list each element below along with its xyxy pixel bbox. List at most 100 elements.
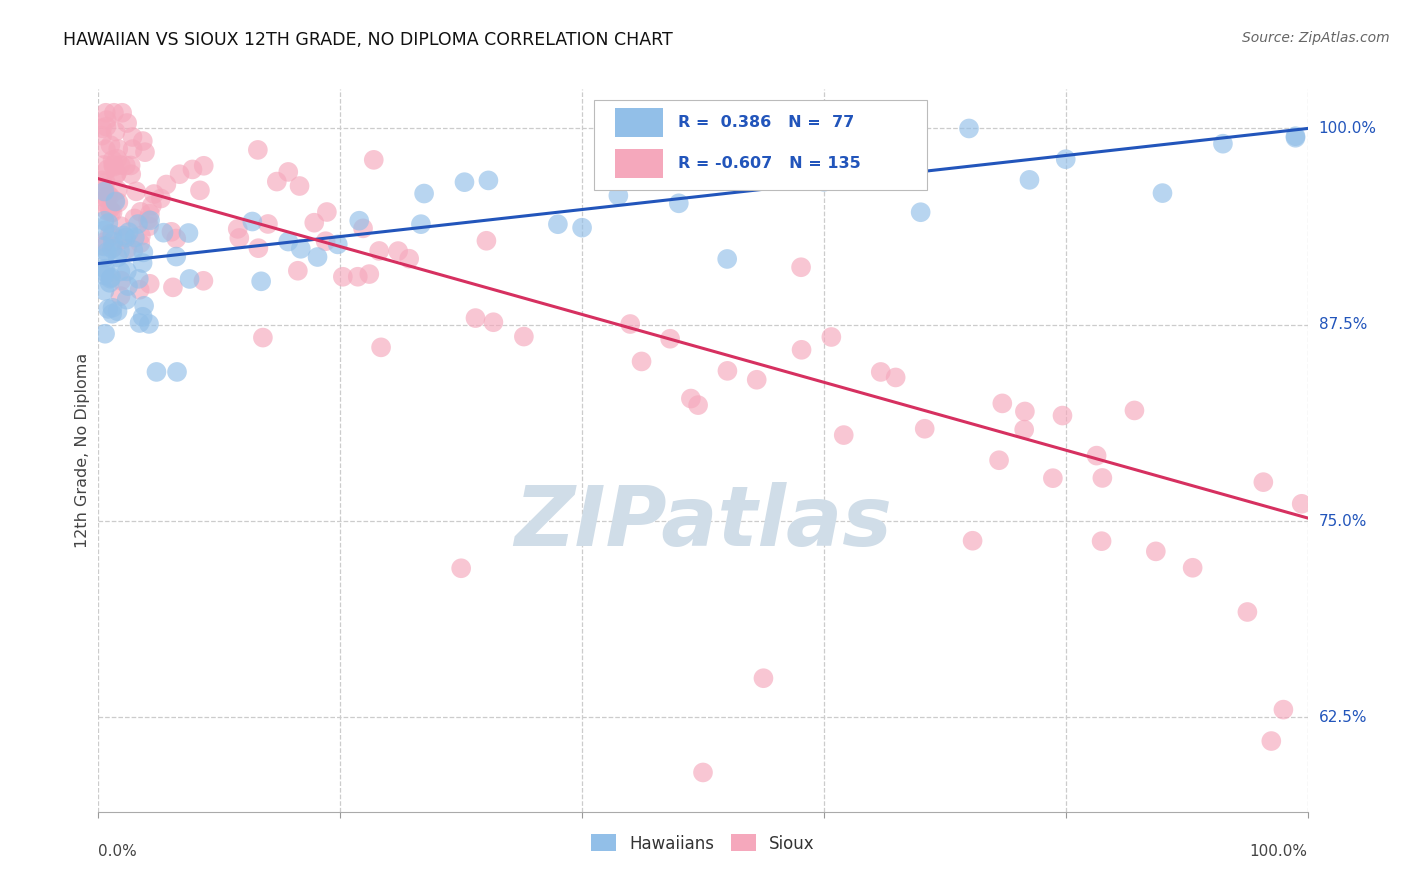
Point [349,213,371,227]
Point [152,226,174,240]
Point [103,105,125,120]
Point [142,186,165,201]
Point [93,158,115,172]
Point [247,241,270,255]
Point [98,227,121,241]
Point [277,235,299,249]
Point [121,130,143,145]
Point [1018,173,1040,187]
Point [100,138,122,153]
Point [132,134,155,148]
Point [166,365,188,379]
Point [112,228,135,243]
Point [100,205,122,219]
Point [1085,449,1108,463]
Point [97,216,120,230]
Legend: Hawaiians, Sioux: Hawaiians, Sioux [591,834,815,853]
Point [94,326,117,341]
Point [820,330,842,344]
Point [914,422,936,436]
Point [1091,471,1114,485]
Point [1291,497,1313,511]
Text: 0.0%: 0.0% [98,844,138,859]
Point [93,190,115,204]
Point [103,160,125,174]
Point [257,217,280,231]
Point [132,245,155,260]
Point [160,225,183,239]
Point [115,264,138,278]
Point [93,265,115,279]
Point [1052,409,1074,423]
Point [98,276,121,290]
Point [128,283,150,297]
Point [1253,475,1275,490]
Point [290,242,312,256]
Point [688,398,710,412]
Point [288,179,311,194]
Point [326,237,349,252]
Point [104,194,127,208]
Point [94,105,117,120]
Point [450,561,472,575]
Point [398,252,420,266]
Point [93,235,115,249]
Point [97,188,120,202]
Point [128,316,150,330]
Point [111,105,134,120]
Point [149,192,172,206]
Point [193,274,215,288]
Point [104,194,127,209]
Point [315,205,337,219]
Point [1152,186,1174,200]
Point [692,765,714,780]
Point [98,189,121,203]
Point [813,175,835,189]
Point [101,153,124,168]
Text: 87.5%: 87.5% [1319,318,1367,333]
Point [110,158,132,172]
Point [101,205,124,219]
Point [115,293,138,307]
Point [96,113,118,128]
Point [668,196,690,211]
Point [131,256,153,270]
Point [304,216,326,230]
Point [179,272,201,286]
Point [165,231,187,245]
Point [138,317,160,331]
Point [752,671,775,685]
Point [832,428,855,442]
Point [482,315,505,329]
Text: 100.0%: 100.0% [1250,844,1308,859]
Point [228,231,250,245]
Point [177,226,200,240]
Point [409,217,432,231]
Point [477,173,499,187]
Point [96,245,118,260]
Point [1054,152,1077,166]
Point [1272,703,1295,717]
Point [679,392,702,406]
Point [105,152,128,166]
Point [363,153,385,167]
Point [120,158,142,172]
Point [464,311,486,326]
Text: Source: ZipAtlas.com: Source: ZipAtlas.com [1241,31,1389,45]
Point [988,453,1011,467]
Point [368,244,391,258]
Point [193,159,215,173]
Point [105,168,128,182]
Point [118,225,141,239]
Point [716,252,738,266]
Point [93,251,115,265]
Point [96,203,118,218]
Point [101,301,124,315]
Point [370,340,392,354]
Point [1284,129,1306,144]
Point [94,261,117,276]
Point [103,158,125,172]
Point [121,142,143,156]
Y-axis label: 12th Grade, No Diploma: 12th Grade, No Diploma [75,353,90,548]
Point [110,274,132,288]
